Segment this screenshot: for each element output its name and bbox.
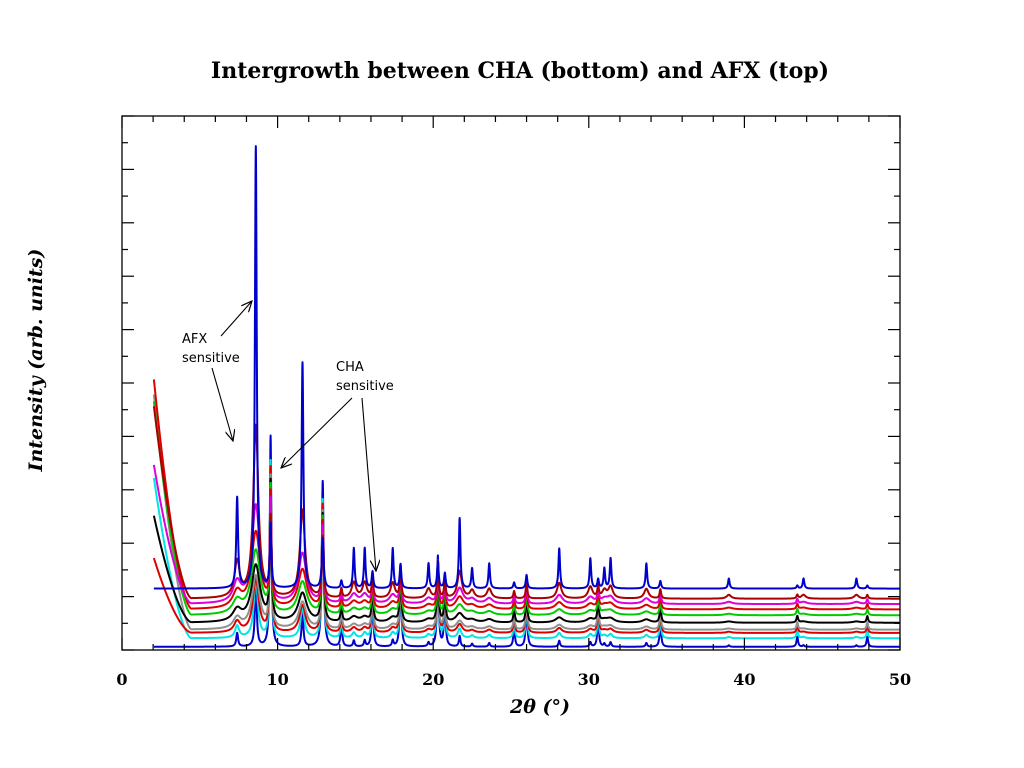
annotation-afx-line1: AFX — [182, 332, 207, 347]
annotation-cha-line2: sensitive — [336, 379, 394, 394]
chart-title: Intergrowth between CHA (bottom) and AFX… — [211, 58, 829, 84]
x-tick-labels: 0 10 20 30 40 50 — [116, 670, 911, 689]
series-layer — [152, 145, 901, 648]
x-tick-label: 50 — [889, 670, 911, 689]
cha-arrow-peak-16 — [361, 397, 376, 571]
annotation-cha-line1: CHA — [336, 360, 364, 375]
y-axis-label: Intensity (arb. units) — [25, 249, 47, 473]
axis-ticks — [121, 115, 901, 651]
x-tick-label: 40 — [733, 670, 755, 689]
annotation-afx-line2: sensitive — [182, 351, 240, 366]
x-tick-label: 10 — [266, 670, 288, 689]
x-axis-label: 2θ (°) — [509, 696, 570, 718]
x-tick-label: 30 — [578, 670, 600, 689]
afx-arrow-main-peak — [220, 301, 252, 337]
x-tick-label: 20 — [422, 670, 444, 689]
cha-arrow-peak-9 — [281, 397, 353, 468]
annotation-cha-sensitive: CHA sensitive — [281, 360, 394, 571]
series-line-8 — [152, 406, 901, 600]
x-tick-label: 0 — [116, 670, 127, 689]
annotation-afx-sensitive: AFX sensitive — [182, 301, 252, 441]
series-line-9 — [153, 145, 901, 590]
afx-arrow-side-peak — [211, 367, 233, 441]
